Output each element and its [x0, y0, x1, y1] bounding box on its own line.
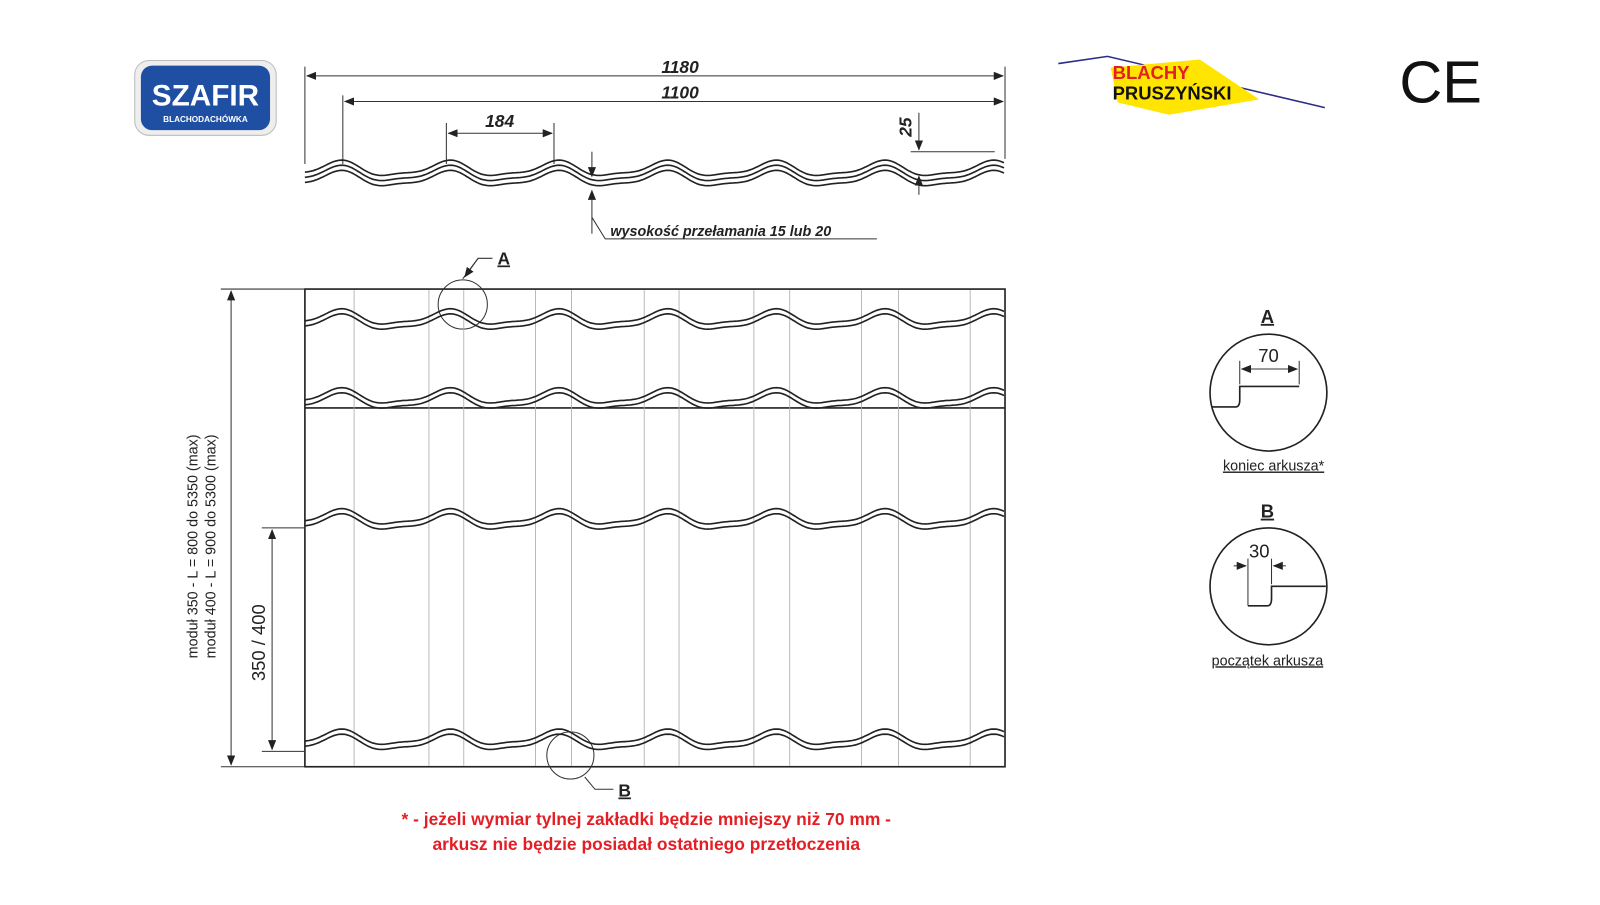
detail-dimension: 70: [1258, 345, 1279, 366]
tile-line: [304, 733, 1005, 751]
length-350: moduł 350 - L = 800 do 5350 (max): [185, 434, 201, 658]
tile-line: [304, 512, 1005, 530]
profile-line: [304, 164, 1005, 182]
tile-line: [304, 728, 1005, 746]
plan-view: moduł 350 - L = 800 do 5350 (max) moduł …: [185, 248, 1006, 800]
logo-line2: PRUSZYŃSKI: [1113, 82, 1232, 103]
tile-line: [304, 313, 1005, 330]
detail-a: A 70 koniec arkusza*: [1209, 306, 1328, 475]
dim-pitch: 184: [485, 111, 514, 131]
dim-total: 1180: [661, 57, 699, 77]
ce-mark: CE: [1399, 49, 1482, 116]
logo-name: SZAFIR: [152, 80, 259, 113]
footnote: * - jeżeli wymiar tylnej zakładki będzie…: [401, 809, 891, 829]
detail-b: B 30 początek arkusza: [1209, 501, 1328, 669]
logo-line1: BLACHY: [1113, 62, 1190, 83]
module-dim: 350 / 400: [248, 604, 269, 681]
szafir-logo: SZAFIR BLACHODACHÓWKA: [134, 59, 277, 136]
profile-note: wysokość przełamania 15 lub 20: [610, 224, 831, 240]
tile-line: [304, 386, 1005, 404]
profile-section: 1180 1100 184 25 wysokość przełamania 15…: [304, 57, 1006, 240]
tile-line: [304, 307, 1005, 325]
marker-b: B: [618, 780, 631, 800]
dim-effective: 1100: [661, 82, 699, 102]
profile-line: [304, 159, 1005, 177]
profile-line: [304, 169, 1005, 187]
marker-a: A: [497, 248, 510, 268]
tile-line: [304, 507, 1005, 525]
detail-caption: początek arkusza: [1212, 653, 1324, 669]
footnote: arkusz nie będzie posiadał ostatniego pr…: [432, 834, 860, 854]
dim-height: 25: [896, 117, 916, 138]
detail-caption: koniec arkusza*: [1223, 459, 1325, 475]
logo-tagline: BLACHODACHÓWKA: [163, 113, 248, 124]
detail-label: B: [1261, 501, 1274, 522]
length-400: moduł 400 - L = 900 do 5300 (max): [204, 434, 220, 658]
tile-line: [304, 391, 1005, 409]
detail-dimension: 30: [1249, 541, 1270, 562]
blachy-logo: BLACHY PRUSZYŃSKI: [1058, 55, 1326, 115]
detail-label: A: [1261, 306, 1274, 327]
